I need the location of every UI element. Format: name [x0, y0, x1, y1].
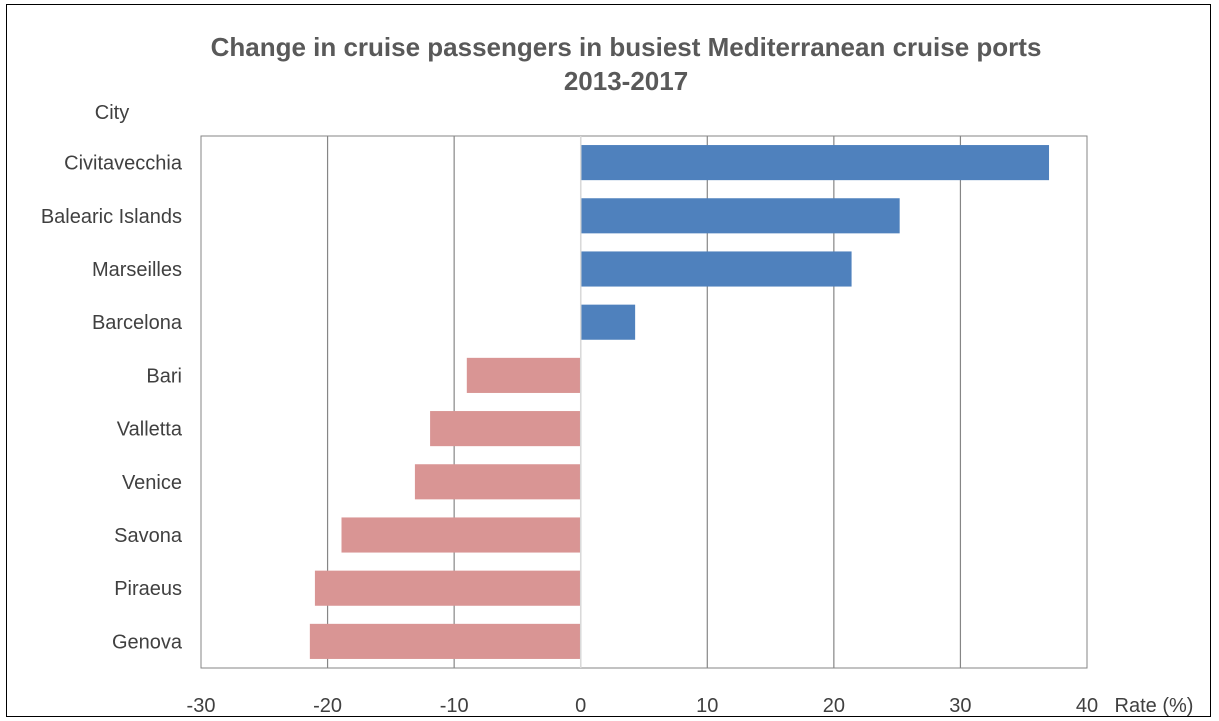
x-tick-label: 30: [949, 695, 971, 717]
y-tick-label: Marseilles: [92, 259, 182, 281]
y-tick-label: Venice: [122, 472, 182, 494]
chart-subtitle: 2013-2017: [564, 66, 688, 96]
plot-border: [200, 135, 1088, 669]
bar: [580, 304, 636, 340]
y-tick-label: Savona: [114, 525, 183, 547]
x-tick-label: 0: [575, 695, 586, 717]
bar: [466, 357, 581, 393]
bar: [341, 517, 581, 553]
y-tick-label: Genova: [112, 631, 183, 653]
bar: [580, 198, 900, 234]
bar: [430, 411, 581, 447]
x-tick-label: -20: [313, 695, 342, 717]
x-axis-title: Rate (%): [1115, 695, 1194, 717]
y-tick-label: Piraeus: [114, 578, 182, 600]
y-tick-label: Balearic Islands: [41, 206, 182, 228]
x-tick-label: -30: [187, 695, 216, 717]
chart-frame: [6, 4, 1211, 717]
y-tick-label: Valletta: [117, 419, 183, 441]
bar: [414, 464, 581, 500]
y-axis-title: City: [95, 102, 129, 124]
x-tick-label: -10: [440, 695, 469, 717]
y-tick-label: Civitavecchia: [64, 153, 183, 175]
bar: [309, 623, 581, 659]
plot-area: -30 -20 -10 0 10 20 30 40 Civitavecchia Balearic …: [41, 135, 1098, 717]
x-tick-label: 10: [696, 695, 718, 717]
x-tick-label: 20: [823, 695, 845, 717]
y-tick-label: Barcelona: [92, 312, 183, 334]
x-tick-label: 40: [1076, 695, 1098, 717]
bar: [580, 251, 852, 287]
chart-title: Change in cruise passengers in busiest M…: [211, 32, 1042, 62]
y-tick-label: Bari: [146, 365, 182, 387]
bar: [314, 570, 581, 606]
bar: [580, 145, 1050, 181]
